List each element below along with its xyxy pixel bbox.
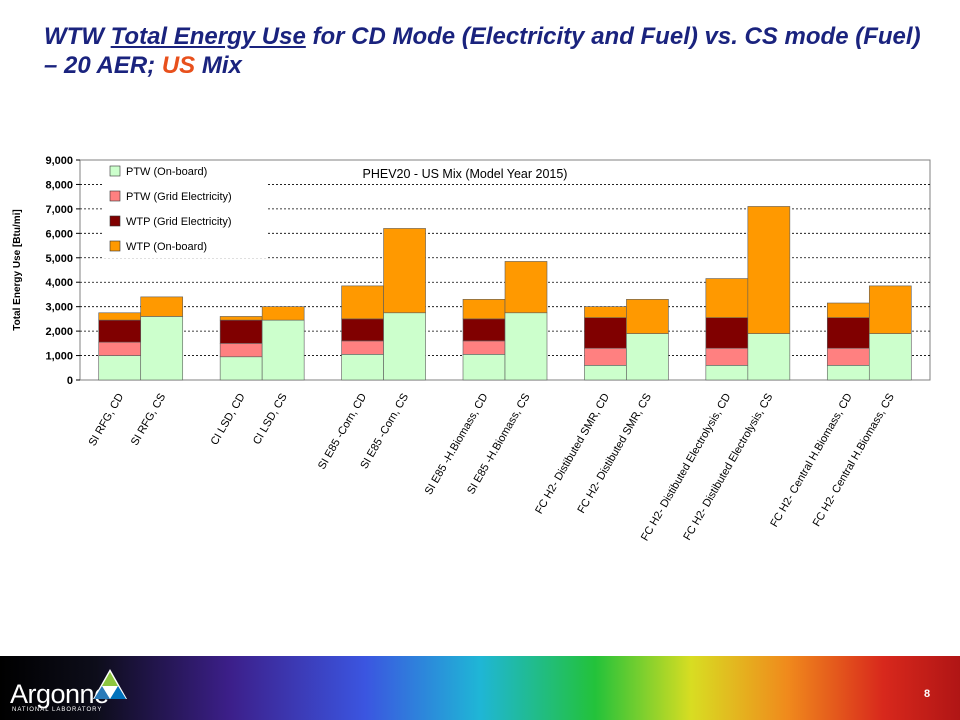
bar-segment	[341, 354, 384, 381]
bar-segment	[98, 312, 142, 321]
bar-segment	[584, 365, 627, 381]
y-tick-label: 3,000	[45, 302, 73, 314]
argonne-logo-subtext: NATIONAL LABORATORY	[12, 707, 103, 713]
y-tick-label: 8,000	[45, 179, 73, 191]
title-underlined-term: Total Energy Use	[110, 23, 306, 50]
bar-segment	[219, 316, 263, 321]
legend-label: WTP (On-board)	[126, 241, 207, 253]
legend-swatch	[109, 240, 121, 252]
bar-segment	[219, 319, 263, 344]
bar-segment	[826, 302, 870, 318]
y-axis-ticks: 0 1,000 2,000 3,000 4,000 5,000 6,000 7,000 8,00…	[45, 155, 80, 387]
x-tick-label: FC H2- Distibuted Electrolysis, CS	[681, 392, 775, 543]
bar-segment	[504, 312, 548, 381]
bar-segment	[98, 319, 142, 343]
bar-segment	[261, 319, 305, 381]
bar-segment	[626, 299, 669, 334]
bar-segment	[584, 306, 627, 318]
x-tick-label: CI LSD, CS	[251, 392, 290, 447]
y-tick-label: 5,000	[45, 253, 73, 265]
bar-segment	[462, 354, 506, 381]
bar-segment	[341, 285, 384, 320]
page-number: 8	[924, 688, 931, 700]
bar-segment	[626, 333, 669, 381]
bar-segment	[705, 317, 749, 349]
chart-title: PHEV20 - US Mix (Model Year 2015)	[363, 167, 568, 181]
x-tick-label: FC H2- Central H.Biomass, CD	[768, 391, 855, 529]
x-tick-label: FC H2- Distibuted SMR, CD	[533, 391, 612, 516]
bar-segment	[341, 340, 384, 355]
bar-segment	[140, 316, 184, 381]
bar-segment	[98, 355, 142, 381]
bar-segment	[584, 347, 627, 366]
footer-spectrum-band	[0, 656, 960, 720]
bar-segment	[705, 347, 749, 366]
legend: PTW (On-board) PTW (Grid Electricity) WTP …	[104, 162, 268, 258]
bar-segment	[140, 296, 184, 317]
bar-segment	[705, 365, 749, 381]
legend-label: WTP (Grid Electricity)	[126, 216, 232, 228]
y-tick-label: 4,000	[45, 277, 73, 289]
y-tick-label: 6,000	[45, 228, 73, 240]
bar-segment	[826, 347, 870, 366]
bar-segment	[868, 333, 912, 381]
slide-title: WTW Total Energy Use for CD Mode (Electr…	[44, 22, 924, 80]
bar-segment	[219, 356, 263, 381]
stacked-bar-chart: 0 1,000 2,000 3,000 4,000 5,000 6,000 7,000 8,00…	[12, 155, 931, 543]
legend-swatch	[109, 215, 121, 227]
bar-segment	[383, 312, 426, 381]
title-part-2: for CD Mode (Electricity and Fuel) vs. C…	[44, 23, 921, 79]
bar-segment	[705, 278, 749, 318]
bar-segment	[98, 341, 142, 356]
x-tick-label: FC H2- Distibuted Electrolysis, CD	[639, 391, 733, 543]
title-part-1: WTW	[44, 23, 111, 50]
y-tick-label: 0	[67, 375, 73, 387]
bar-segment	[868, 285, 912, 334]
y-tick-label: 9,000	[45, 155, 73, 167]
x-tick-label: FC H2- Distibuted SMR, CS	[575, 392, 654, 516]
bar-segment	[462, 299, 506, 320]
bar-segment	[747, 206, 791, 334]
x-tick-label: FC H2- Central H.Biomass, CS	[811, 392, 897, 529]
x-tick-label: CI LSD, CD	[209, 391, 248, 447]
bar-segment	[383, 228, 426, 314]
bar-segment	[219, 343, 263, 358]
y-tick-label: 2,000	[45, 326, 73, 338]
y-tick-label: 7,000	[45, 204, 73, 216]
argonne-logo-text: Argonne	[10, 679, 109, 709]
bar-segment	[261, 306, 305, 321]
bar-segment	[826, 317, 870, 349]
bar-segment	[341, 318, 384, 342]
x-tick-label: SI RFG, CS	[129, 392, 168, 448]
bar-segment	[584, 317, 627, 349]
bar-segment	[747, 333, 791, 381]
legend-label: PTW (On-board)	[126, 166, 207, 178]
x-tick-label: SI RFG, CD	[87, 391, 127, 448]
legend-swatch	[109, 190, 121, 202]
legend-label: PTW (Grid Electricity)	[126, 191, 232, 203]
title-region-highlight: US	[161, 52, 196, 79]
bars	[98, 206, 912, 381]
y-axis-label: Total Energy Use [Btu/mi]	[12, 209, 23, 331]
x-tick-label: SI E85 -Corn, CS	[358, 392, 411, 472]
argonne-logo-icon	[93, 669, 127, 699]
bar-segment	[826, 365, 870, 381]
y-tick-label: 1,000	[45, 351, 73, 363]
legend-box	[104, 162, 268, 258]
title-part-3: Mix	[195, 52, 242, 79]
bar-segment	[462, 318, 506, 342]
bar-segment	[504, 261, 548, 314]
bar-segment	[462, 340, 506, 355]
legend-swatch	[109, 165, 121, 177]
x-axis-labels: SI RFG, CD SI RFG, CS CI LSD, CD CI LSD, CS…	[87, 391, 897, 543]
